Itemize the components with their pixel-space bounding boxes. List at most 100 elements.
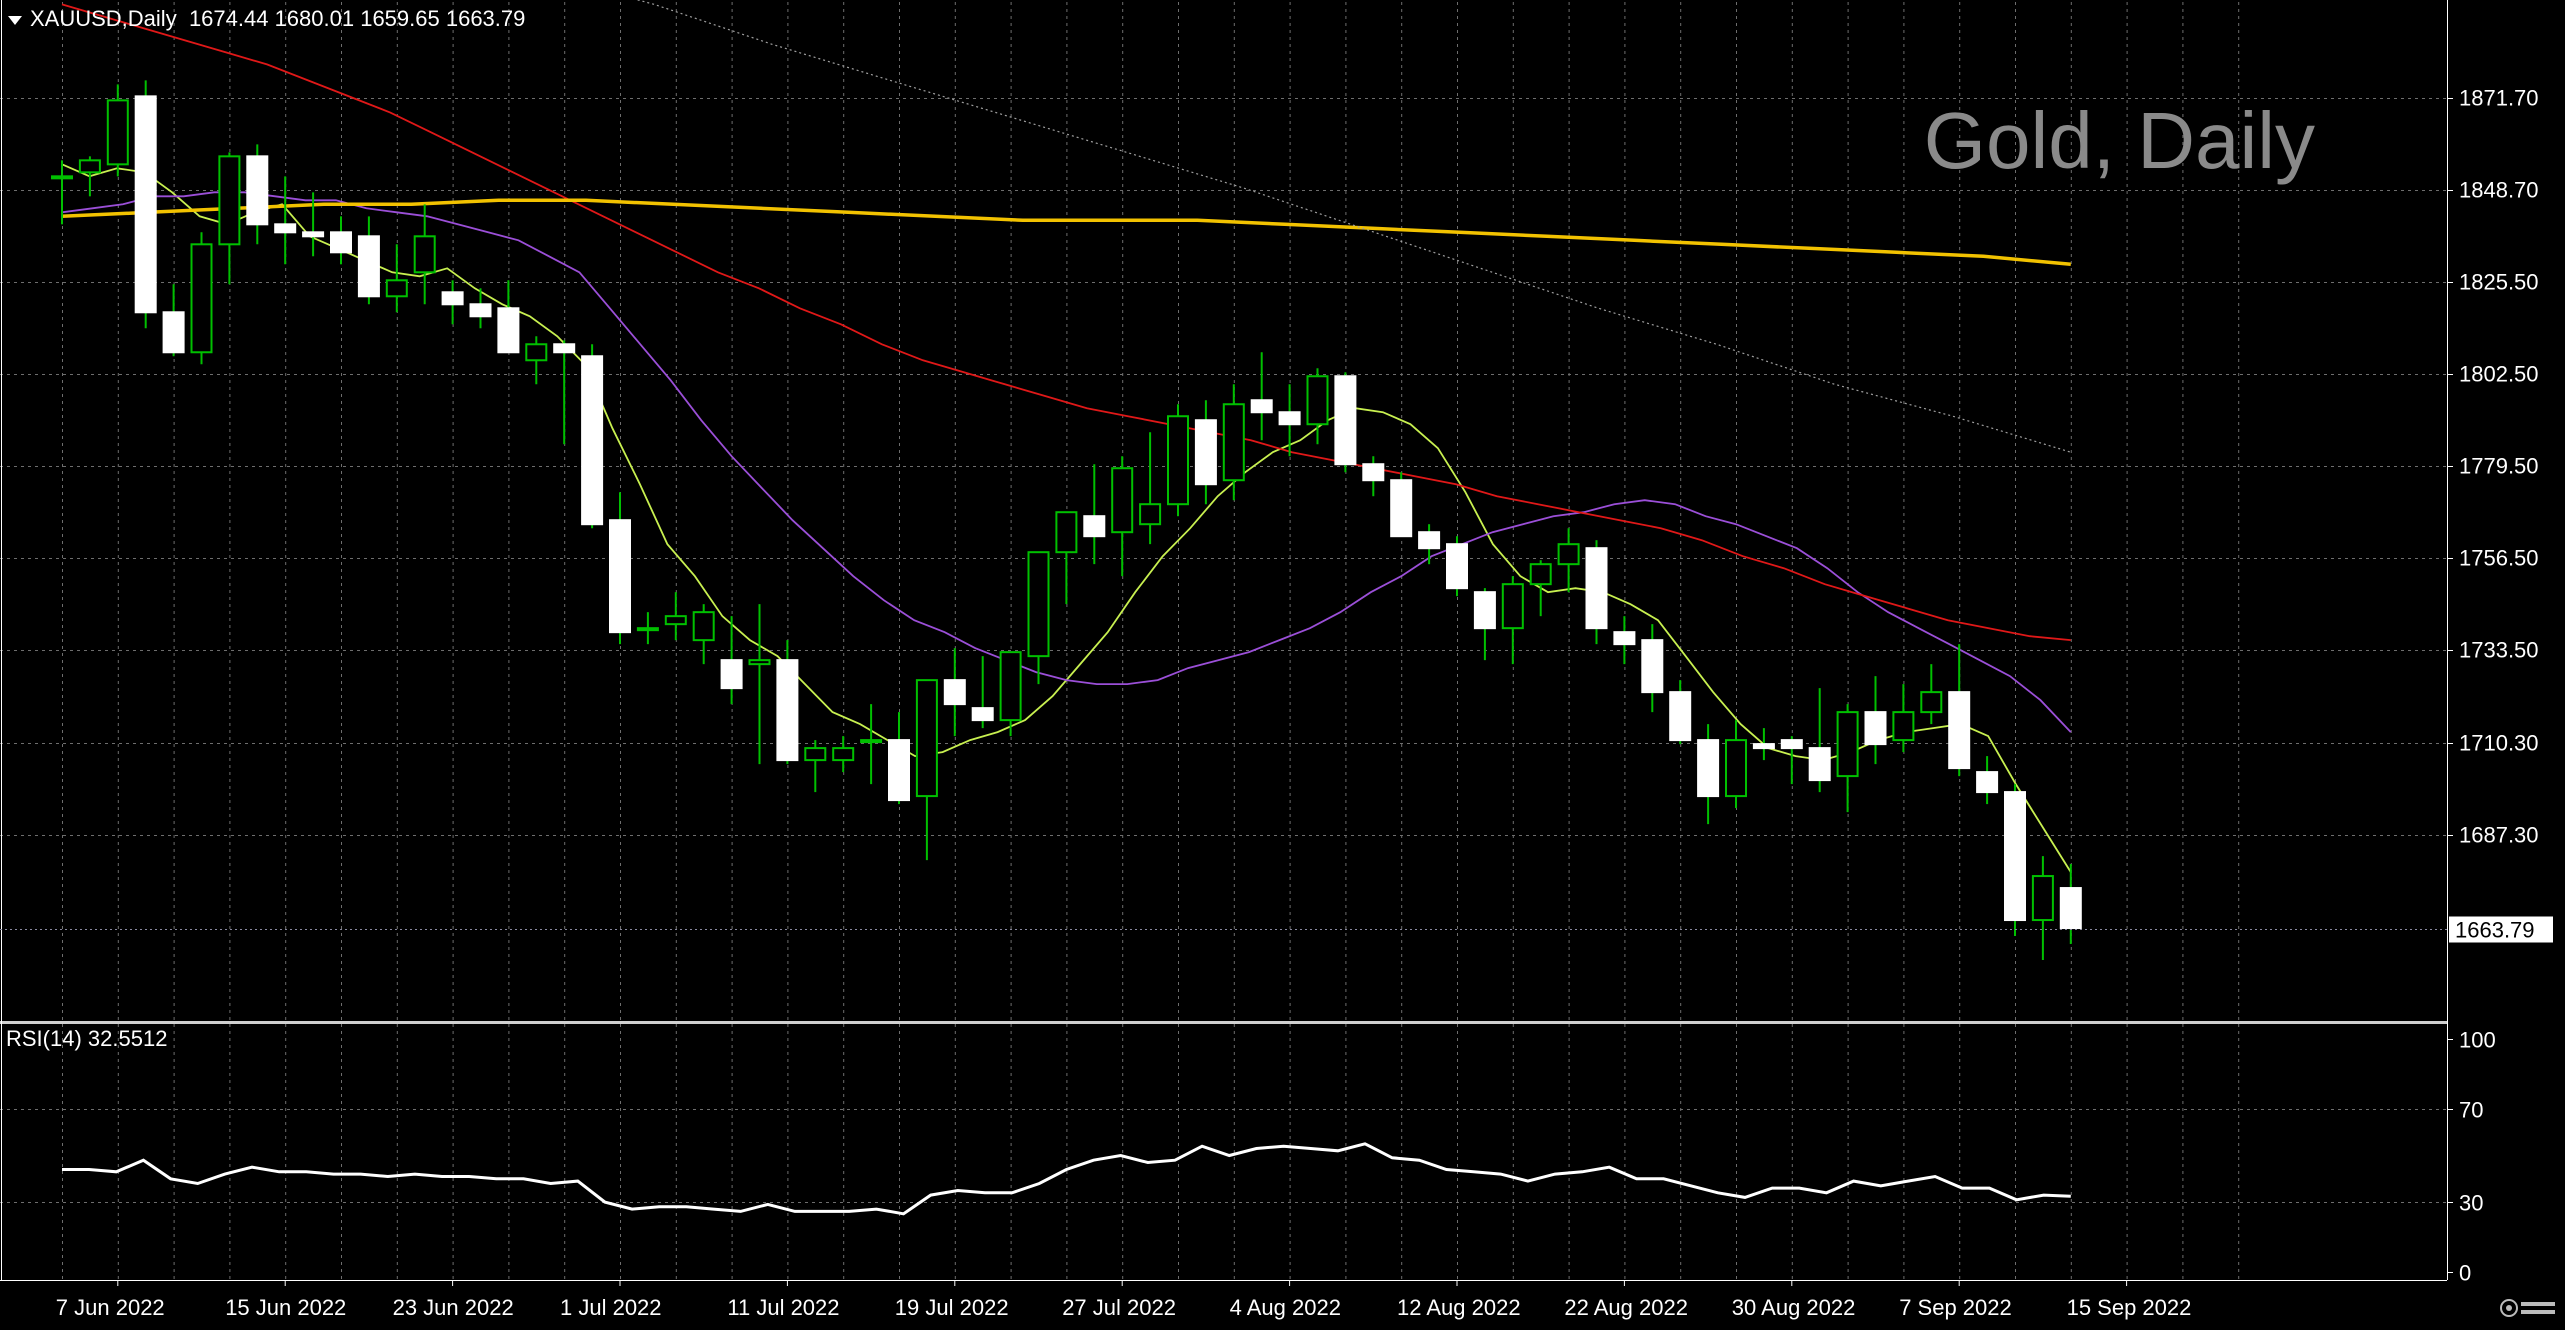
candle-body: [78, 159, 101, 174]
candle-body: [1390, 479, 1413, 538]
rsi-tick-label: 70: [2459, 1098, 2483, 1123]
candle-body: [134, 95, 157, 314]
price-tick-label: 1848.70: [2459, 178, 2539, 203]
candle-body: [1139, 503, 1162, 526]
grid: [0, 2, 2447, 1280]
price-tick-label: 1733.50: [2459, 638, 2539, 663]
candle-body: [1306, 375, 1329, 426]
candle-body: [1836, 711, 1859, 778]
candle-body: [1669, 691, 1692, 742]
date-tick-label: 12 Aug 2022: [1397, 1295, 1521, 1320]
candle-body: [1278, 411, 1301, 426]
broker-logo-icon: [2500, 1299, 2555, 1317]
candle-body: [1446, 543, 1468, 590]
candle-body: [915, 679, 938, 798]
candle-body: [2059, 887, 2082, 930]
candle-body: [246, 155, 269, 226]
candle-body: [553, 343, 576, 354]
candle-body: [636, 627, 659, 632]
moving-average-line-4: [61, 198, 2071, 267]
date-tick-label: 23 Jun 2022: [393, 1295, 514, 1320]
candle-body: [1697, 739, 1720, 798]
date-tick-label: 27 Jul 2022: [1062, 1295, 1176, 1320]
candle-body: [971, 707, 994, 722]
candle-body: [748, 659, 771, 666]
moving-average-line-5: [635, 0, 2071, 453]
candle-body: [1473, 591, 1496, 630]
candle-body: [2004, 791, 2026, 922]
candle-body: [302, 231, 325, 238]
moving-average-line-3: [61, 3, 2071, 641]
candle-body: [692, 611, 715, 642]
candle-body: [1920, 691, 1943, 714]
candle-body: [525, 343, 548, 362]
moving-average-line-2: [61, 191, 2072, 733]
candle-body: [1725, 739, 1747, 798]
date-tick-label: 1 Jul 2022: [560, 1295, 662, 1320]
candle-body: [357, 235, 380, 298]
candle-body: [609, 519, 631, 634]
candle-body: [106, 99, 129, 166]
candle-body: [1222, 403, 1245, 482]
date-tick-label: 22 Aug 2022: [1564, 1295, 1688, 1320]
candle-body: [860, 739, 883, 744]
candle-body: [1808, 747, 1831, 782]
price-tick-label: 1779.50: [2459, 454, 2539, 479]
candle-body: [1752, 743, 1775, 750]
candle-body: [1585, 547, 1608, 630]
candle-body: [441, 291, 464, 306]
candle-body: [1418, 531, 1441, 550]
date-tick-label: 7 Sep 2022: [1899, 1295, 2012, 1320]
candle-body: [2031, 875, 2054, 922]
ohlc-values: 1674.44 1680.01 1659.65 1663.79: [188, 6, 526, 31]
price-tick-label: 1802.50: [2459, 362, 2539, 387]
candle-body: [274, 223, 297, 234]
candle-body: [943, 679, 966, 706]
chart-watermark: Gold, Daily: [1923, 96, 2315, 185]
candle-body: [1948, 691, 1971, 770]
candle-body: [1613, 631, 1636, 646]
candle-body: [330, 231, 352, 254]
candle-body: [1780, 739, 1803, 750]
rsi-label: RSI(14) 32.5512: [6, 1026, 168, 1051]
candle-body: [1083, 515, 1106, 538]
candle-body: [1976, 771, 1999, 794]
rsi-tick-label: 0: [2459, 1261, 2471, 1286]
current-price-box: [2449, 916, 2553, 943]
current-price-label: 1663.79: [2455, 918, 2535, 943]
candle-body: [1529, 563, 1552, 586]
candle-body: [51, 175, 73, 180]
candle-body: [1111, 467, 1134, 534]
candle-body: [804, 747, 827, 762]
candle-body: [1557, 543, 1580, 566]
candle-body: [664, 615, 687, 626]
candle-body: [218, 155, 241, 246]
ohlc-header: XAUUSD,Daily 1674.44 1680.01 1659.65 166…: [8, 6, 525, 32]
date-tick-label: 19 Jul 2022: [895, 1295, 1009, 1320]
candle-body: [581, 355, 604, 526]
candle-body: [1864, 711, 1887, 746]
date-tick-label: 15 Sep 2022: [2067, 1295, 2192, 1320]
price-tick-label: 1687.30: [2459, 823, 2539, 848]
candle-body: [1501, 583, 1524, 630]
rsi-tick-label: 30: [2459, 1191, 2483, 1216]
candle-body: [888, 739, 910, 802]
candle-body: [190, 243, 213, 354]
candle-body: [1194, 419, 1217, 486]
rsi-line: [62, 1142, 2071, 1216]
candle-body: [1055, 511, 1078, 554]
candle-body: [1250, 399, 1273, 414]
dropdown-triangle-icon[interactable]: [8, 15, 22, 25]
price-tick-label: 1710.30: [2459, 731, 2539, 756]
date-tick-label: 30 Aug 2022: [1732, 1295, 1856, 1320]
candle-body: [832, 747, 855, 762]
price-tick-label: 1871.70: [2459, 86, 2539, 111]
candles: [51, 80, 2082, 961]
candle-body: [1641, 639, 1664, 694]
candle-body: [162, 311, 185, 354]
price-tick-label: 1825.50: [2459, 270, 2539, 295]
rsi-tick-label: 100: [2459, 1028, 2496, 1053]
